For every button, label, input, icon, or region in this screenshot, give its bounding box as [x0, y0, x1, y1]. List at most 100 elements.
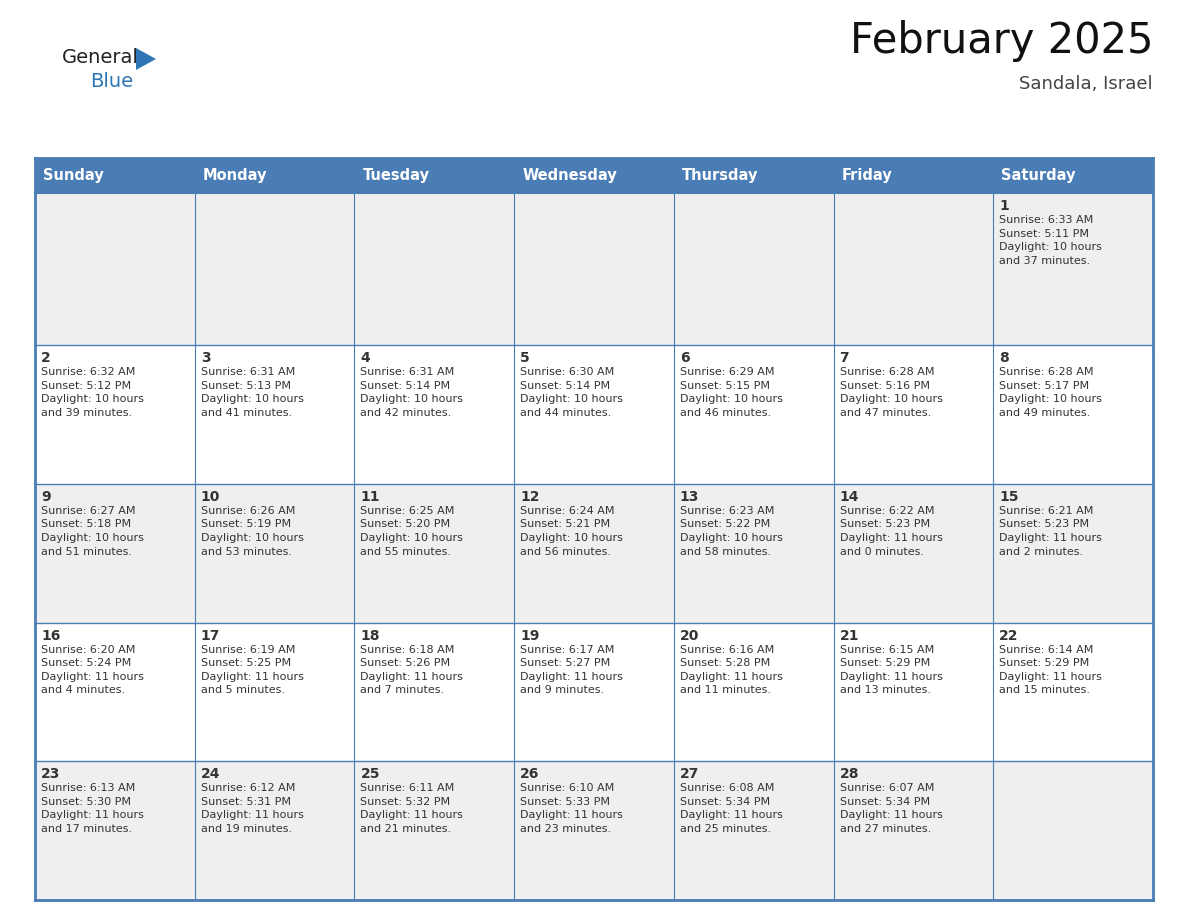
Text: 15: 15	[999, 490, 1019, 504]
Text: 12: 12	[520, 490, 539, 504]
Bar	[195, 158, 354, 193]
Bar	[834, 158, 993, 193]
Text: Tuesday: Tuesday	[362, 168, 429, 183]
Bar	[34, 761, 195, 900]
Text: 24: 24	[201, 767, 220, 781]
Text: Sunrise: 6:08 AM
Sunset: 5:34 PM
Daylight: 11 hours
and 25 minutes.: Sunrise: 6:08 AM Sunset: 5:34 PM Dayligh…	[680, 783, 783, 834]
Bar	[834, 622, 993, 761]
Text: Saturday: Saturday	[1001, 168, 1076, 183]
Text: Friday: Friday	[841, 168, 892, 183]
Bar	[195, 622, 354, 761]
Text: 4: 4	[360, 351, 371, 365]
Text: Sunrise: 6:13 AM
Sunset: 5:30 PM
Daylight: 11 hours
and 17 minutes.: Sunrise: 6:13 AM Sunset: 5:30 PM Dayligh…	[42, 783, 144, 834]
Text: Sunrise: 6:20 AM
Sunset: 5:24 PM
Daylight: 11 hours
and 4 minutes.: Sunrise: 6:20 AM Sunset: 5:24 PM Dayligh…	[42, 644, 144, 695]
Text: Sandala, Israel: Sandala, Israel	[1019, 75, 1154, 93]
Text: 6: 6	[680, 351, 689, 365]
Text: Sunrise: 6:14 AM
Sunset: 5:29 PM
Daylight: 11 hours
and 15 minutes.: Sunrise: 6:14 AM Sunset: 5:29 PM Dayligh…	[999, 644, 1102, 695]
Text: Sunrise: 6:31 AM
Sunset: 5:14 PM
Daylight: 10 hours
and 42 minutes.: Sunrise: 6:31 AM Sunset: 5:14 PM Dayligh…	[360, 367, 463, 418]
Text: 2: 2	[42, 351, 51, 365]
Text: Sunday: Sunday	[43, 168, 103, 183]
Text: Sunrise: 6:26 AM
Sunset: 5:19 PM
Daylight: 10 hours
and 53 minutes.: Sunrise: 6:26 AM Sunset: 5:19 PM Dayligh…	[201, 506, 304, 556]
Bar	[993, 484, 1154, 622]
Text: 10: 10	[201, 490, 220, 504]
Text: Sunrise: 6:28 AM
Sunset: 5:16 PM
Daylight: 10 hours
and 47 minutes.: Sunrise: 6:28 AM Sunset: 5:16 PM Dayligh…	[840, 367, 942, 418]
Text: Sunrise: 6:23 AM
Sunset: 5:22 PM
Daylight: 10 hours
and 58 minutes.: Sunrise: 6:23 AM Sunset: 5:22 PM Dayligh…	[680, 506, 783, 556]
Bar	[674, 158, 834, 193]
Text: 1: 1	[999, 199, 1009, 213]
Text: 13: 13	[680, 490, 700, 504]
Text: Sunrise: 6:10 AM
Sunset: 5:33 PM
Daylight: 11 hours
and 23 minutes.: Sunrise: 6:10 AM Sunset: 5:33 PM Dayligh…	[520, 783, 623, 834]
Bar	[674, 193, 834, 345]
Polygon shape	[135, 48, 156, 70]
Text: Sunrise: 6:15 AM
Sunset: 5:29 PM
Daylight: 11 hours
and 13 minutes.: Sunrise: 6:15 AM Sunset: 5:29 PM Dayligh…	[840, 644, 942, 695]
Text: 5: 5	[520, 351, 530, 365]
Text: Sunrise: 6:12 AM
Sunset: 5:31 PM
Daylight: 11 hours
and 19 minutes.: Sunrise: 6:12 AM Sunset: 5:31 PM Dayligh…	[201, 783, 304, 834]
Text: 16: 16	[42, 629, 61, 643]
Text: Sunrise: 6:16 AM
Sunset: 5:28 PM
Daylight: 11 hours
and 11 minutes.: Sunrise: 6:16 AM Sunset: 5:28 PM Dayligh…	[680, 644, 783, 695]
Text: Thursday: Thursday	[682, 168, 758, 183]
Text: 23: 23	[42, 767, 61, 781]
Text: Sunrise: 6:17 AM
Sunset: 5:27 PM
Daylight: 11 hours
and 9 minutes.: Sunrise: 6:17 AM Sunset: 5:27 PM Dayligh…	[520, 644, 623, 695]
Text: Sunrise: 6:22 AM
Sunset: 5:23 PM
Daylight: 11 hours
and 0 minutes.: Sunrise: 6:22 AM Sunset: 5:23 PM Dayligh…	[840, 506, 942, 556]
Bar	[674, 761, 834, 900]
Text: February 2025: February 2025	[849, 20, 1154, 62]
Text: Sunrise: 6:25 AM
Sunset: 5:20 PM
Daylight: 10 hours
and 55 minutes.: Sunrise: 6:25 AM Sunset: 5:20 PM Dayligh…	[360, 506, 463, 556]
Text: 18: 18	[360, 629, 380, 643]
Bar	[354, 193, 514, 345]
Bar	[993, 158, 1154, 193]
Bar	[195, 484, 354, 622]
Bar	[354, 761, 514, 900]
Text: 11: 11	[360, 490, 380, 504]
Bar	[993, 193, 1154, 345]
Text: Sunrise: 6:28 AM
Sunset: 5:17 PM
Daylight: 10 hours
and 49 minutes.: Sunrise: 6:28 AM Sunset: 5:17 PM Dayligh…	[999, 367, 1102, 418]
Text: Sunrise: 6:21 AM
Sunset: 5:23 PM
Daylight: 11 hours
and 2 minutes.: Sunrise: 6:21 AM Sunset: 5:23 PM Dayligh…	[999, 506, 1102, 556]
Bar	[34, 484, 195, 622]
Text: 7: 7	[840, 351, 849, 365]
Text: Sunrise: 6:31 AM
Sunset: 5:13 PM
Daylight: 10 hours
and 41 minutes.: Sunrise: 6:31 AM Sunset: 5:13 PM Dayligh…	[201, 367, 304, 418]
Text: Blue: Blue	[90, 72, 133, 91]
Text: Wednesday: Wednesday	[523, 168, 617, 183]
Text: Sunrise: 6:18 AM
Sunset: 5:26 PM
Daylight: 11 hours
and 7 minutes.: Sunrise: 6:18 AM Sunset: 5:26 PM Dayligh…	[360, 644, 463, 695]
Bar	[514, 158, 674, 193]
Text: 25: 25	[360, 767, 380, 781]
Text: 26: 26	[520, 767, 539, 781]
Bar	[514, 622, 674, 761]
Text: Sunrise: 6:19 AM
Sunset: 5:25 PM
Daylight: 11 hours
and 5 minutes.: Sunrise: 6:19 AM Sunset: 5:25 PM Dayligh…	[201, 644, 304, 695]
Text: Monday: Monday	[203, 168, 267, 183]
Bar	[993, 761, 1154, 900]
Bar	[993, 622, 1154, 761]
Bar	[514, 193, 674, 345]
Bar	[354, 622, 514, 761]
Bar	[834, 761, 993, 900]
Text: 14: 14	[840, 490, 859, 504]
Bar	[834, 484, 993, 622]
Bar	[674, 622, 834, 761]
Text: Sunrise: 6:11 AM
Sunset: 5:32 PM
Daylight: 11 hours
and 21 minutes.: Sunrise: 6:11 AM Sunset: 5:32 PM Dayligh…	[360, 783, 463, 834]
Text: 27: 27	[680, 767, 700, 781]
Text: Sunrise: 6:07 AM
Sunset: 5:34 PM
Daylight: 11 hours
and 27 minutes.: Sunrise: 6:07 AM Sunset: 5:34 PM Dayligh…	[840, 783, 942, 834]
Text: 20: 20	[680, 629, 700, 643]
Text: Sunrise: 6:27 AM
Sunset: 5:18 PM
Daylight: 10 hours
and 51 minutes.: Sunrise: 6:27 AM Sunset: 5:18 PM Dayligh…	[42, 506, 144, 556]
Bar	[834, 193, 993, 345]
Text: Sunrise: 6:32 AM
Sunset: 5:12 PM
Daylight: 10 hours
and 39 minutes.: Sunrise: 6:32 AM Sunset: 5:12 PM Dayligh…	[42, 367, 144, 418]
Bar	[514, 345, 674, 484]
Text: 19: 19	[520, 629, 539, 643]
Text: 8: 8	[999, 351, 1009, 365]
Text: 22: 22	[999, 629, 1019, 643]
Bar	[354, 484, 514, 622]
Text: General: General	[62, 48, 139, 67]
Bar	[514, 484, 674, 622]
Bar	[34, 158, 195, 193]
Bar	[834, 345, 993, 484]
Bar	[34, 622, 195, 761]
Text: Sunrise: 6:29 AM
Sunset: 5:15 PM
Daylight: 10 hours
and 46 minutes.: Sunrise: 6:29 AM Sunset: 5:15 PM Dayligh…	[680, 367, 783, 418]
Text: 17: 17	[201, 629, 220, 643]
Bar	[514, 761, 674, 900]
Text: Sunrise: 6:24 AM
Sunset: 5:21 PM
Daylight: 10 hours
and 56 minutes.: Sunrise: 6:24 AM Sunset: 5:21 PM Dayligh…	[520, 506, 623, 556]
Bar	[34, 345, 195, 484]
Bar	[34, 193, 195, 345]
Text: 28: 28	[840, 767, 859, 781]
Bar	[993, 345, 1154, 484]
Text: 9: 9	[42, 490, 51, 504]
Bar	[195, 761, 354, 900]
